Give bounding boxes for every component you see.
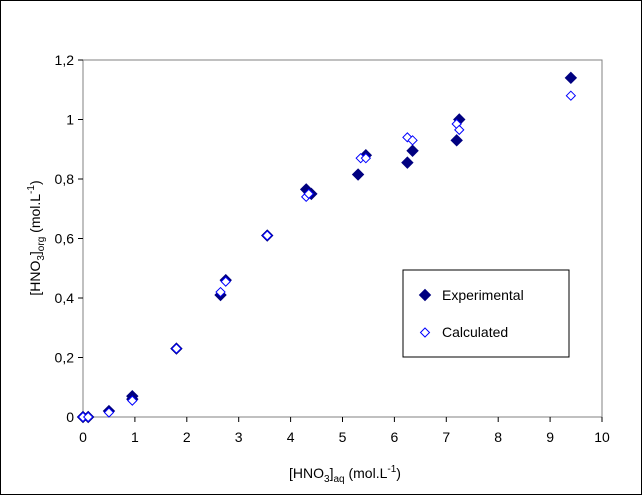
data-point-calculated bbox=[220, 276, 231, 287]
data-point-calculated bbox=[565, 90, 577, 101]
data-point-experimental bbox=[351, 168, 365, 181]
y-tick-label: 0,6 bbox=[55, 231, 75, 247]
x-tick-label: 10 bbox=[594, 429, 610, 445]
x-tick-label: 0 bbox=[79, 429, 87, 445]
x-tick-label: 2 bbox=[183, 429, 191, 445]
y-tick-label: 1,2 bbox=[55, 52, 75, 68]
y-axis-ticks: 0 0,2 0,4 0,6 0,8 1 1,2 bbox=[55, 52, 83, 425]
y-axis-title: [HNO3]org (mol.L-1) bbox=[26, 180, 47, 295]
x-tick-label: 8 bbox=[494, 429, 502, 445]
data-point-calculated bbox=[103, 407, 115, 418]
data-point-experimental bbox=[450, 134, 463, 147]
data-point-experimental bbox=[401, 156, 414, 169]
y-tick-label: 1 bbox=[66, 112, 74, 128]
data-point-calculated bbox=[262, 230, 273, 241]
data-point-experimental bbox=[406, 144, 419, 157]
legend-label-calculated: Calculated bbox=[442, 324, 508, 340]
legend: Experimental Calculated bbox=[402, 269, 570, 358]
legend-box bbox=[402, 269, 570, 358]
data-point-calculated bbox=[303, 188, 314, 200]
legend-label-experimental: Experimental bbox=[442, 287, 524, 303]
y-tick-label: 0,4 bbox=[55, 290, 75, 306]
data-point-calculated bbox=[215, 286, 226, 298]
data-point-calculated bbox=[407, 135, 418, 146]
x-axis-title: [HNO3]aq (mol.L-1) bbox=[289, 464, 401, 485]
x-tick-label: 5 bbox=[339, 429, 347, 445]
data-point-calculated bbox=[360, 152, 372, 164]
x-tick-label: 6 bbox=[391, 429, 399, 445]
y-tick-label: 0 bbox=[66, 409, 74, 425]
data-point-calculated bbox=[454, 124, 465, 136]
data-point-calculated bbox=[171, 343, 182, 354]
series-calculated bbox=[77, 90, 577, 423]
legend-marker-calculated bbox=[419, 327, 431, 338]
legend-marker-experimental bbox=[418, 288, 432, 302]
data-point-calculated bbox=[127, 395, 138, 406]
x-axis-ticks: 0 1 2 3 4 5 6 7 8 9 10 bbox=[79, 417, 610, 445]
data-point-calculated bbox=[82, 411, 94, 423]
y-tick-label: 0,8 bbox=[55, 171, 75, 187]
x-tick-label: 3 bbox=[235, 429, 243, 445]
y-tick-label: 0,2 bbox=[55, 350, 75, 366]
x-tick-label: 4 bbox=[287, 429, 295, 445]
x-tick-label: 7 bbox=[442, 429, 450, 445]
series-layer bbox=[76, 71, 578, 424]
plot-area bbox=[82, 59, 603, 418]
x-tick-label: 1 bbox=[131, 429, 139, 445]
data-point-experimental bbox=[564, 71, 578, 85]
x-tick-label: 9 bbox=[546, 429, 554, 445]
